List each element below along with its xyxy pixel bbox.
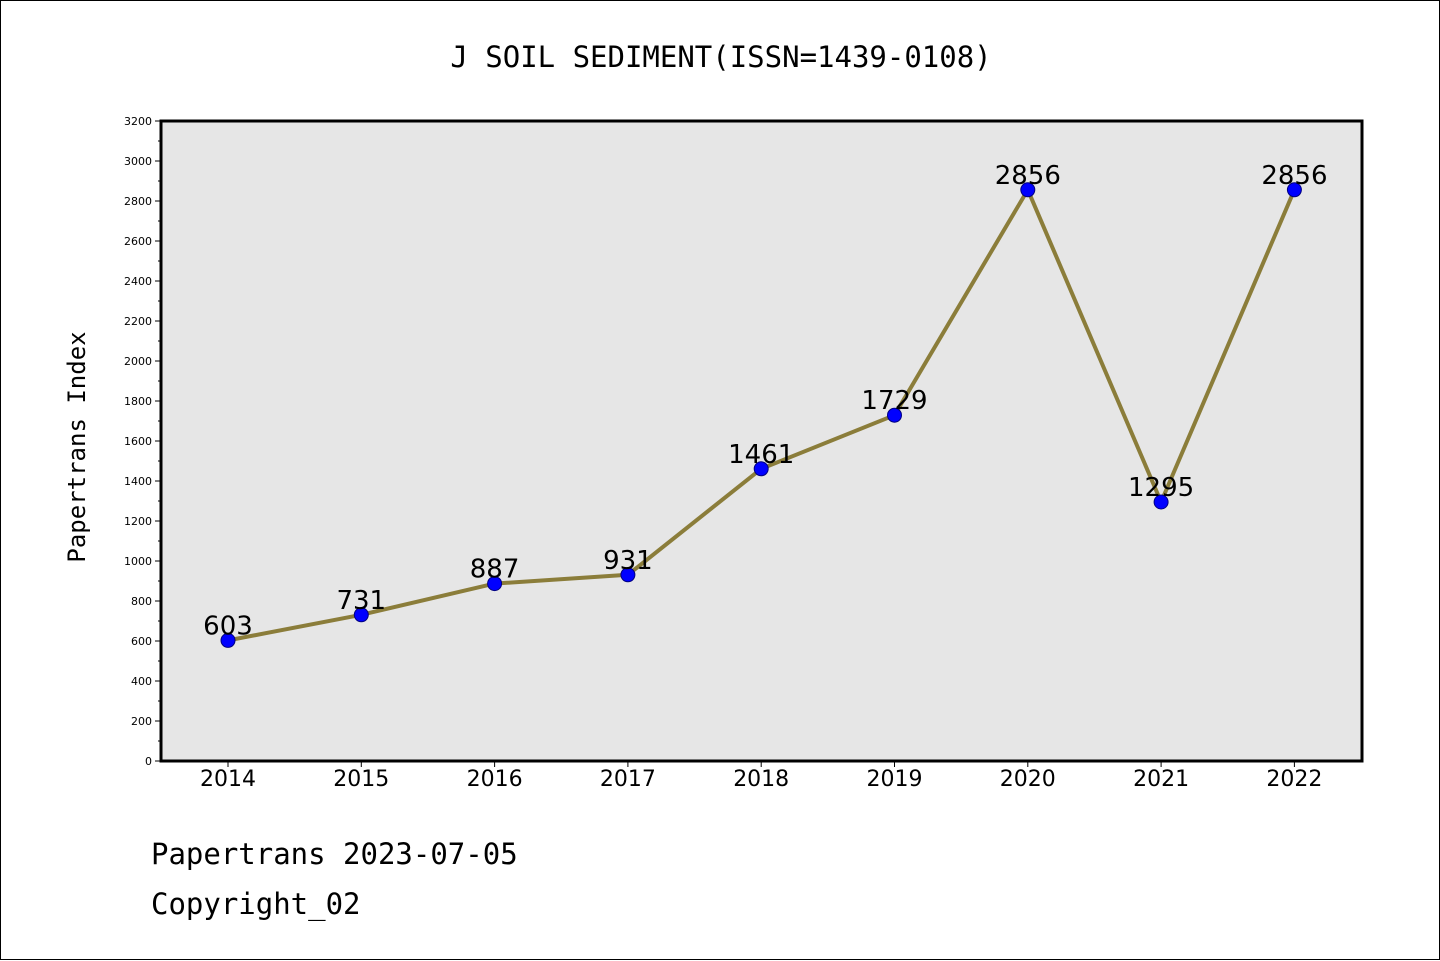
y-tick-label: 2800 bbox=[124, 195, 152, 208]
data-point bbox=[753, 461, 769, 477]
plot-border bbox=[159, 119, 1364, 763]
chart-title: J SOIL SEDIMENT(ISSN=1439-0108) bbox=[450, 40, 991, 74]
data-label: 1461 bbox=[728, 440, 794, 470]
series-layer bbox=[220, 182, 1302, 648]
data-point bbox=[220, 632, 236, 648]
data-label: 2856 bbox=[1261, 161, 1327, 191]
y-tick-label: 800 bbox=[131, 595, 152, 608]
footer-date: Papertrans 2023-07-05 bbox=[151, 837, 518, 871]
y-tick-label: 2600 bbox=[124, 235, 152, 248]
y-tick-label: 200 bbox=[131, 715, 152, 728]
footer-copyright: Copyright_02 bbox=[151, 887, 361, 921]
data-point bbox=[487, 576, 503, 592]
y-axis: 0 200 400 600 800 1000 1200 1400 1600 1800 2000 220… bbox=[124, 115, 161, 768]
y-tick-label: 1400 bbox=[124, 475, 152, 488]
x-tick-label: 2015 bbox=[333, 767, 389, 792]
x-tick-label: 2014 bbox=[200, 767, 256, 792]
y-tick-label: 2000 bbox=[124, 355, 152, 368]
x-tick-label: 2020 bbox=[1000, 767, 1056, 792]
y-tick-label: 3200 bbox=[124, 115, 152, 128]
y-tick-label: 1200 bbox=[124, 515, 152, 528]
data-label: 2856 bbox=[995, 161, 1061, 191]
data-label: 1729 bbox=[861, 386, 927, 416]
data-point bbox=[1286, 182, 1302, 198]
x-axis: 2014 2015 2016 2017 2018 2019 2020 2021 2022 bbox=[200, 761, 1322, 792]
data-point bbox=[353, 607, 369, 623]
y-tick-label: 1600 bbox=[124, 435, 152, 448]
x-tick-label: 2022 bbox=[1266, 767, 1322, 792]
y-tick-label: 1000 bbox=[124, 555, 152, 568]
data-label: 887 bbox=[470, 555, 520, 585]
data-point bbox=[620, 567, 636, 583]
y-tick-label: 600 bbox=[131, 635, 152, 648]
y-tick-label: 2400 bbox=[124, 275, 152, 288]
y-tick-label: 2200 bbox=[124, 315, 152, 328]
data-point bbox=[887, 407, 902, 423]
y-tick-label: 1800 bbox=[124, 395, 152, 408]
data-label: 931 bbox=[603, 546, 653, 576]
data-label: 603 bbox=[203, 611, 253, 641]
x-tick-label: 2017 bbox=[600, 767, 656, 792]
data-label: 731 bbox=[336, 586, 386, 616]
y-tick-label: 0 bbox=[145, 755, 152, 768]
x-tick-label: 2019 bbox=[867, 767, 923, 792]
y-axis-label: Papertrans Index bbox=[63, 331, 91, 562]
y-tick-label: 3000 bbox=[124, 155, 152, 168]
x-tick-label: 2016 bbox=[467, 767, 523, 792]
plot-area bbox=[161, 121, 1362, 761]
x-tick-label: 2021 bbox=[1133, 767, 1189, 792]
x-tick-label: 2018 bbox=[733, 767, 789, 792]
data-point bbox=[1020, 182, 1036, 198]
data-label: 1295 bbox=[1128, 473, 1194, 503]
data-labels: 603 731 887 931 1461 1729 2856 1295 2856 bbox=[203, 161, 1327, 642]
data-point bbox=[1153, 494, 1169, 510]
y-tick-label: 400 bbox=[131, 675, 152, 688]
